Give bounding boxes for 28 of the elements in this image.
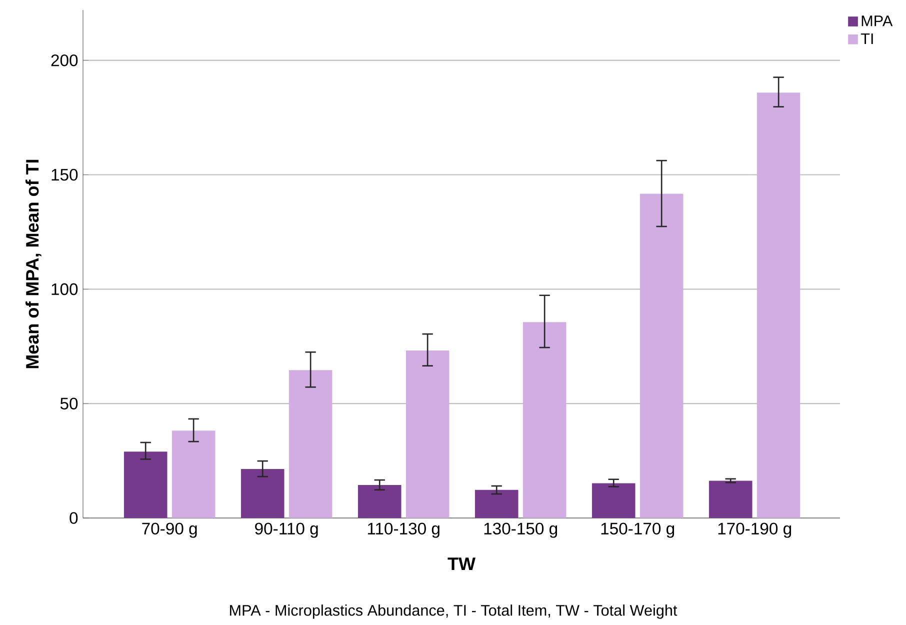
bar — [474, 490, 518, 518]
bar — [640, 194, 684, 518]
x-tick-label: 70-90 g — [142, 522, 197, 538]
x-tick-label: 150-170 g — [601, 522, 674, 538]
bar — [124, 452, 168, 518]
bar — [708, 480, 752, 518]
bar — [288, 370, 332, 518]
y-tick-label: 0 — [70, 512, 78, 524]
bar — [522, 322, 566, 518]
y-tick-label: 200 — [51, 54, 78, 66]
legend-label: TI — [860, 33, 873, 44]
x-tick-label: 170-190 g — [718, 522, 792, 538]
legend-label: MPA — [862, 16, 893, 26]
x-tick-label: 90-110 g — [255, 522, 318, 538]
bar — [756, 92, 800, 518]
bar — [358, 485, 402, 518]
y-tick-label: 50 — [60, 398, 78, 410]
x-axis-title: TW — [448, 558, 476, 570]
y-tick-label: 150 — [52, 168, 78, 181]
bar — [240, 469, 284, 518]
bar — [592, 483, 636, 518]
bar — [172, 430, 216, 518]
text: MPA - Microplastics Abundance, TI - Total Item, TW - Total Weight — [230, 604, 678, 619]
x-tick-label: 130-150 g — [484, 522, 558, 538]
y-axis-title: Mean of MPA, Mean of TI — [25, 160, 42, 368]
bar — [406, 350, 450, 518]
y-tick-label: 100 — [52, 283, 78, 296]
x-tick-label: 110-130 g — [368, 522, 440, 538]
